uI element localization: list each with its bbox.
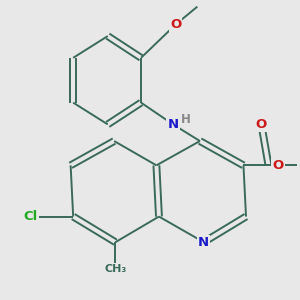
- Text: Cl: Cl: [24, 210, 38, 223]
- Text: O: O: [170, 18, 181, 31]
- Text: N: N: [167, 118, 178, 131]
- Text: O: O: [256, 118, 267, 131]
- Text: CH₃: CH₃: [104, 264, 127, 274]
- Text: O: O: [272, 159, 284, 172]
- Text: N: N: [198, 236, 209, 249]
- Text: H: H: [181, 113, 191, 127]
